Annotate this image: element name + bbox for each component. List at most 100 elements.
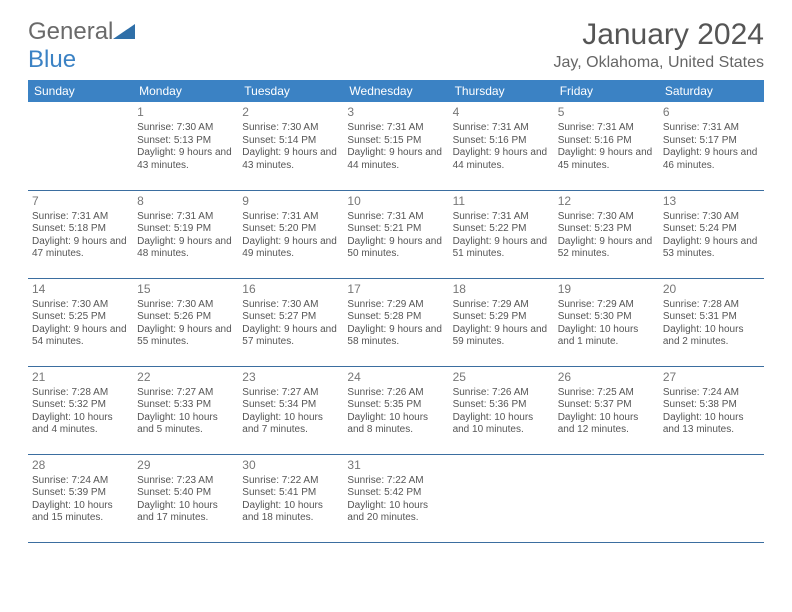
logo-word-1: General: [28, 18, 113, 45]
calendar-day-cell: 22 Sunrise: 7:27 AMSunset: 5:33 PMDayligh…: [133, 366, 238, 454]
day-number: 29: [137, 458, 234, 473]
sunset-line: Sunset: 5:31 PM: [663, 311, 760, 324]
sunset-line: Sunset: 5:40 PM: [137, 487, 234, 500]
calendar-week-row: 28Sunrise: 7:24 AMSunset: 5:39 PMDayligh…: [28, 454, 764, 542]
calendar-week-row: 7Sunrise: 7:31 AMSunset: 5:18 PMDaylight…: [28, 190, 764, 278]
day-number: 4: [453, 105, 550, 120]
header: General Blue January 2024 Jay, Oklahoma,…: [28, 18, 764, 74]
sunset-line: Sunset: 5:42 PM: [347, 487, 444, 500]
daylight-line: Daylight: 9 hours and 43 minutes.: [137, 147, 234, 172]
daylight-line: Daylight: 9 hours and 50 minutes.: [347, 236, 444, 261]
day-number: 11: [453, 194, 550, 209]
sunset-line: Sunset: 5:33 PM: [137, 399, 234, 412]
calendar-table: SundayMondayTuesdayWednesdayThursdayFrid…: [28, 80, 764, 543]
day-number: 9: [242, 194, 339, 209]
day-number: 28: [32, 458, 129, 473]
sunset-line: Sunset: 5:26 PM: [137, 311, 234, 324]
sunset-line: Sunset: 5:16 PM: [558, 135, 655, 148]
sunrise-line: Sunrise: 7:27 AM: [137, 387, 234, 400]
calendar-day-cell: 1Sunrise: 7:30 AMSunset: 5:13 PMDaylight…: [133, 102, 238, 190]
calendar-day-cell: 26Sunrise: 7:25 AMSunset: 5:37 PMDayligh…: [554, 366, 659, 454]
daylight-line: Daylight: 10 hours and 8 minutes.: [347, 412, 444, 437]
calendar-day-cell: 19Sunrise: 7:29 AMSunset: 5:30 PMDayligh…: [554, 278, 659, 366]
day-number: 31: [347, 458, 444, 473]
day-number: 2: [242, 105, 339, 120]
calendar-day-cell: 18Sunrise: 7:29 AMSunset: 5:29 PMDayligh…: [449, 278, 554, 366]
logo-triangle-icon: [113, 18, 135, 46]
day-number: 1: [137, 105, 234, 120]
daylight-line: Daylight: 9 hours and 52 minutes.: [558, 236, 655, 261]
daylight-line: Daylight: 10 hours and 5 minutes.: [137, 412, 234, 437]
sunset-line: Sunset: 5:27 PM: [242, 311, 339, 324]
sunrise-line: Sunrise: 7:31 AM: [347, 122, 444, 135]
calendar-day-cell: 3Sunrise: 7:31 AMSunset: 5:15 PMDaylight…: [343, 102, 448, 190]
sunrise-line: Sunrise: 7:27 AM: [242, 387, 339, 400]
sunrise-line: Sunrise: 7:24 AM: [32, 475, 129, 488]
calendar-day-cell: [659, 454, 764, 542]
calendar-day-cell: 30Sunrise: 7:22 AMSunset: 5:41 PMDayligh…: [238, 454, 343, 542]
sunrise-line: Sunrise: 7:30 AM: [558, 211, 655, 224]
sunset-line: Sunset: 5:36 PM: [453, 399, 550, 412]
day-number: 6: [663, 105, 760, 120]
day-number: 22: [137, 370, 234, 385]
sunrise-line: Sunrise: 7:29 AM: [558, 299, 655, 312]
day-number: 18: [453, 282, 550, 297]
sunset-line: Sunset: 5:39 PM: [32, 487, 129, 500]
daylight-line: Daylight: 10 hours and 1 minute.: [558, 324, 655, 349]
daylight-line: Daylight: 9 hours and 58 minutes.: [347, 324, 444, 349]
calendar-day-cell: 29Sunrise: 7:23 AMSunset: 5:40 PMDayligh…: [133, 454, 238, 542]
sunset-line: Sunset: 5:35 PM: [347, 399, 444, 412]
calendar-day-cell: 31 Sunrise: 7:22 AMSunset: 5:42 PMDayligh…: [343, 454, 448, 542]
daylight-line: Daylight: 10 hours and 20 minutes.: [347, 500, 444, 525]
day-number: 25: [453, 370, 550, 385]
calendar-day-cell: 10Sunrise: 7:31 AMSunset: 5:21 PMDayligh…: [343, 190, 448, 278]
daylight-line: Daylight: 10 hours and 12 minutes.: [558, 412, 655, 437]
day-number: 24: [347, 370, 444, 385]
sunrise-line: Sunrise: 7:31 AM: [663, 122, 760, 135]
sunset-line: Sunset: 5:19 PM: [137, 223, 234, 236]
calendar-day-cell: 5Sunrise: 7:31 AMSunset: 5:16 PMDaylight…: [554, 102, 659, 190]
sunrise-line: Sunrise: 7:22 AM: [347, 475, 444, 488]
calendar-week-row: 1Sunrise: 7:30 AMSunset: 5:13 PMDaylight…: [28, 102, 764, 190]
daylight-line: Daylight: 9 hours and 57 minutes.: [242, 324, 339, 349]
calendar-day-cell: 8Sunrise: 7:31 AMSunset: 5:19 PMDaylight…: [133, 190, 238, 278]
day-number: 14: [32, 282, 129, 297]
calendar-day-cell: 6Sunrise: 7:31 AMSunset: 5:17 PMDaylight…: [659, 102, 764, 190]
sunset-line: Sunset: 5:14 PM: [242, 135, 339, 148]
daylight-line: Daylight: 10 hours and 2 minutes.: [663, 324, 760, 349]
logo: General Blue: [28, 18, 135, 74]
sunrise-line: Sunrise: 7:30 AM: [137, 122, 234, 135]
sunset-line: Sunset: 5:37 PM: [558, 399, 655, 412]
daylight-line: Daylight: 9 hours and 45 minutes.: [558, 147, 655, 172]
calendar-day-cell: 11Sunrise: 7:31 AMSunset: 5:22 PMDayligh…: [449, 190, 554, 278]
calendar-day-cell: 21Sunrise: 7:28 AMSunset: 5:32 PMDayligh…: [28, 366, 133, 454]
sunrise-line: Sunrise: 7:30 AM: [663, 211, 760, 224]
sunset-line: Sunset: 5:30 PM: [558, 311, 655, 324]
daylight-line: Daylight: 10 hours and 18 minutes.: [242, 500, 339, 525]
daylight-line: Daylight: 10 hours and 17 minutes.: [137, 500, 234, 525]
daylight-line: Daylight: 10 hours and 13 minutes.: [663, 412, 760, 437]
sunrise-line: Sunrise: 7:30 AM: [137, 299, 234, 312]
day-number: 26: [558, 370, 655, 385]
sunrise-line: Sunrise: 7:30 AM: [242, 122, 339, 135]
day-number: 8: [137, 194, 234, 209]
calendar-day-cell: 14Sunrise: 7:30 AMSunset: 5:25 PMDayligh…: [28, 278, 133, 366]
sunset-line: Sunset: 5:38 PM: [663, 399, 760, 412]
daylight-line: Daylight: 10 hours and 10 minutes.: [453, 412, 550, 437]
calendar-day-cell: 9Sunrise: 7:31 AMSunset: 5:20 PMDaylight…: [238, 190, 343, 278]
daylight-line: Daylight: 9 hours and 53 minutes.: [663, 236, 760, 261]
sunrise-line: Sunrise: 7:31 AM: [32, 211, 129, 224]
day-number: 23: [242, 370, 339, 385]
title-block: January 2024 Jay, Oklahoma, United State…: [554, 18, 764, 72]
sunset-line: Sunset: 5:16 PM: [453, 135, 550, 148]
sunset-line: Sunset: 5:32 PM: [32, 399, 129, 412]
daylight-line: Daylight: 10 hours and 7 minutes.: [242, 412, 339, 437]
calendar-day-cell: 15Sunrise: 7:30 AMSunset: 5:26 PMDayligh…: [133, 278, 238, 366]
sunrise-line: Sunrise: 7:31 AM: [137, 211, 234, 224]
sunrise-line: Sunrise: 7:31 AM: [242, 211, 339, 224]
sunrise-line: Sunrise: 7:29 AM: [347, 299, 444, 312]
calendar-day-cell: [449, 454, 554, 542]
weekday-header: Tuesday: [238, 80, 343, 102]
calendar-day-cell: [28, 102, 133, 190]
daylight-line: Daylight: 10 hours and 15 minutes.: [32, 500, 129, 525]
